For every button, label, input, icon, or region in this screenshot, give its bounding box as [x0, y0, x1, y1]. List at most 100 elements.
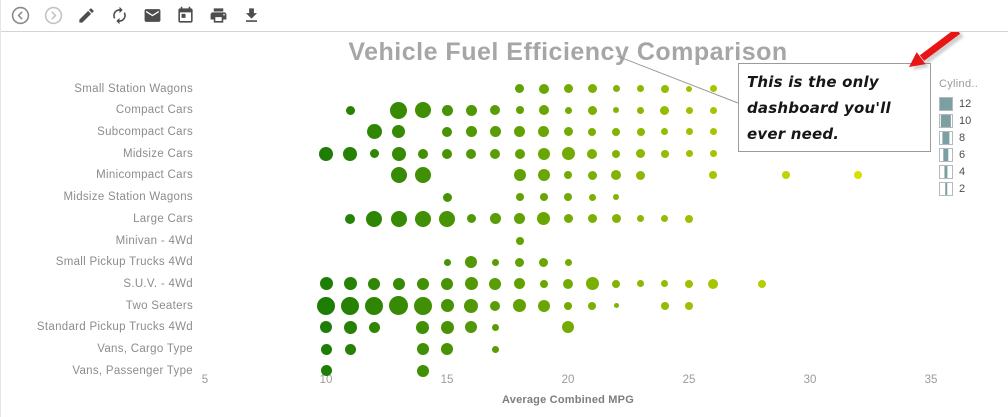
data-point[interactable]: [320, 365, 332, 377]
data-point[interactable]: [685, 214, 693, 223]
download-icon[interactable]: [242, 6, 261, 25]
data-point[interactable]: [709, 171, 718, 180]
y-category-label[interactable]: Midsize Station Wagons: [63, 191, 193, 204]
data-point[interactable]: [465, 126, 477, 138]
data-point[interactable]: [515, 84, 525, 93]
data-point[interactable]: [661, 215, 669, 223]
data-point[interactable]: [538, 105, 549, 116]
data-point[interactable]: [489, 213, 501, 225]
calendar-icon[interactable]: [176, 6, 195, 25]
data-point[interactable]: [442, 148, 452, 159]
data-point[interactable]: [685, 128, 693, 136]
data-point[interactable]: [490, 105, 501, 116]
data-point[interactable]: [587, 170, 597, 180]
data-point[interactable]: [564, 258, 572, 266]
data-point[interactable]: [515, 193, 524, 202]
data-point[interactable]: [366, 210, 383, 227]
data-point[interactable]: [490, 300, 501, 311]
data-point[interactable]: [709, 106, 717, 114]
data-point[interactable]: [612, 149, 621, 158]
y-category-label[interactable]: Standard Pickup Trucks 4Wd: [36, 321, 193, 334]
data-point[interactable]: [514, 213, 526, 225]
data-point[interactable]: [613, 194, 620, 201]
data-point[interactable]: [489, 126, 501, 138]
data-point[interactable]: [319, 277, 333, 291]
legend-item[interactable]: 4: [939, 163, 1008, 180]
data-point[interactable]: [563, 127, 573, 137]
data-point[interactable]: [392, 277, 405, 290]
data-point[interactable]: [563, 84, 573, 93]
data-point[interactable]: [368, 277, 381, 290]
data-point[interactable]: [637, 280, 645, 288]
y-category-label[interactable]: Large Cars: [133, 212, 193, 225]
data-point[interactable]: [588, 301, 597, 310]
data-point[interactable]: [539, 257, 549, 267]
y-category-label[interactable]: Vans, Passenger Type: [72, 364, 193, 377]
y-category-label[interactable]: S.U.V. - 4Wd: [123, 277, 193, 290]
data-point[interactable]: [636, 127, 645, 136]
data-point[interactable]: [343, 146, 358, 161]
data-point[interactable]: [637, 85, 645, 92]
data-point[interactable]: [564, 171, 572, 180]
data-point[interactable]: [537, 299, 550, 312]
data-point[interactable]: [416, 343, 429, 356]
data-point[interactable]: [365, 296, 384, 315]
data-point[interactable]: [513, 299, 527, 313]
data-point[interactable]: [443, 258, 451, 266]
data-point[interactable]: [515, 236, 524, 245]
data-point[interactable]: [660, 84, 669, 93]
legend-item[interactable]: 2: [939, 180, 1008, 197]
data-point[interactable]: [345, 105, 355, 115]
refresh-icon[interactable]: [110, 6, 129, 25]
data-point[interactable]: [392, 125, 406, 139]
data-point[interactable]: [612, 127, 621, 136]
data-point[interactable]: [317, 296, 335, 315]
data-point[interactable]: [564, 106, 572, 114]
y-category-label[interactable]: Two Seaters: [125, 299, 193, 312]
data-point[interactable]: [686, 85, 692, 92]
data-point[interactable]: [413, 296, 432, 315]
data-point[interactable]: [466, 148, 477, 159]
data-point[interactable]: [637, 106, 645, 114]
data-point[interactable]: [465, 321, 478, 334]
data-point[interactable]: [465, 256, 478, 269]
data-point[interactable]: [390, 101, 408, 119]
annotation-box[interactable]: This is the only dashboard you'll ever nee…: [738, 63, 931, 152]
data-point[interactable]: [366, 124, 382, 140]
data-point[interactable]: [390, 167, 407, 184]
legend-item[interactable]: 6: [939, 146, 1008, 163]
data-point[interactable]: [661, 128, 669, 136]
legend-item[interactable]: 8: [939, 129, 1008, 146]
data-point[interactable]: [585, 277, 599, 291]
data-point[interactable]: [587, 148, 598, 159]
data-point[interactable]: [390, 210, 407, 227]
data-point[interactable]: [564, 301, 572, 310]
data-point[interactable]: [341, 296, 360, 315]
data-point[interactable]: [709, 150, 717, 158]
data-point[interactable]: [660, 105, 670, 115]
data-point[interactable]: [781, 171, 790, 180]
data-point[interactable]: [417, 148, 428, 159]
data-point[interactable]: [491, 345, 499, 353]
y-category-label[interactable]: Compact Cars: [115, 104, 193, 117]
data-point[interactable]: [757, 279, 766, 288]
data-point[interactable]: [489, 277, 502, 290]
data-point[interactable]: [537, 169, 550, 182]
data-point[interactable]: [637, 215, 645, 223]
legend-item[interactable]: 10: [939, 112, 1008, 129]
data-point[interactable]: [709, 128, 717, 136]
data-point[interactable]: [564, 193, 572, 202]
y-category-label[interactable]: Small Pickup Trucks 4Wd: [55, 256, 193, 269]
print-icon[interactable]: [209, 6, 228, 25]
data-point[interactable]: [466, 214, 476, 224]
data-point[interactable]: [343, 277, 357, 291]
data-point[interactable]: [612, 279, 621, 288]
data-point[interactable]: [539, 193, 548, 202]
data-point[interactable]: [563, 278, 573, 289]
data-point[interactable]: [685, 106, 693, 114]
data-point[interactable]: [685, 150, 693, 158]
data-point[interactable]: [464, 298, 479, 313]
y-category-label[interactable]: Minicompact Cars: [96, 169, 193, 182]
data-point[interactable]: [320, 321, 332, 334]
data-point[interactable]: [588, 127, 597, 136]
